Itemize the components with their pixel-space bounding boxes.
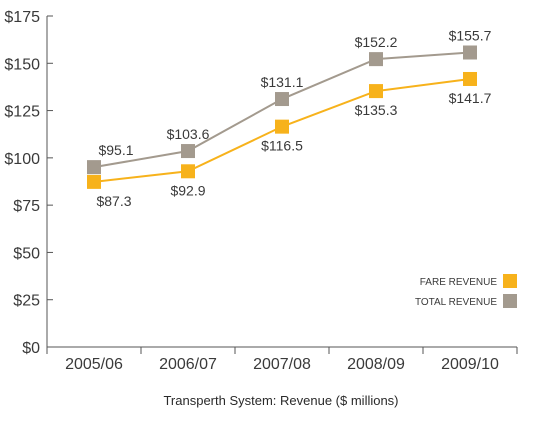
x-axis-ticks: 2005/06 2006/07 2007/08 2008/09 2009/10 bbox=[46, 347, 518, 373]
data-label: $141.7 bbox=[449, 90, 492, 106]
legend-swatch bbox=[503, 294, 517, 308]
legend: FARE REVENUE TOTAL REVENUE bbox=[415, 274, 517, 308]
legend-label: TOTAL REVENUE bbox=[415, 297, 497, 308]
data-label: $152.2 bbox=[355, 34, 398, 50]
x-tick-label: 2005/06 bbox=[65, 356, 123, 373]
x-tick-label: 2006/07 bbox=[159, 356, 217, 373]
y-tick-label: $75 bbox=[13, 198, 40, 215]
data-label: $135.3 bbox=[355, 102, 398, 118]
data-point-marker bbox=[275, 92, 289, 107]
data-label: $155.7 bbox=[449, 28, 492, 44]
data-point-marker bbox=[87, 174, 101, 189]
data-point-marker bbox=[369, 52, 383, 67]
y-tick-label: $0 bbox=[22, 340, 40, 357]
y-axis-ticks: $0 $25 $50 $75 $100 $125 $150 $175 bbox=[4, 9, 53, 357]
data-point-marker bbox=[181, 164, 195, 179]
chart-caption: Transperth System: Revenue ($ millions) bbox=[163, 393, 398, 408]
data-point-marker bbox=[463, 45, 477, 60]
series-layer bbox=[87, 45, 477, 189]
data-label: $87.3 bbox=[96, 193, 131, 209]
y-tick-label: $150 bbox=[4, 56, 40, 73]
x-tick-label: 2009/10 bbox=[441, 356, 499, 373]
x-tick-label: 2008/09 bbox=[347, 356, 405, 373]
data-label: $95.1 bbox=[98, 142, 133, 158]
y-tick-label: $25 bbox=[13, 293, 40, 310]
x-tick-label: 2007/08 bbox=[253, 356, 311, 373]
y-tick-label: $125 bbox=[4, 104, 40, 121]
data-point-marker bbox=[463, 71, 477, 86]
y-tick-label: $100 bbox=[4, 151, 40, 168]
data-point-marker bbox=[181, 144, 195, 159]
axes bbox=[46, 16, 517, 348]
data-label: $131.1 bbox=[261, 74, 304, 90]
data-label: $92.9 bbox=[170, 182, 205, 198]
y-tick-label: $175 bbox=[4, 9, 40, 26]
y-tick-label: $50 bbox=[13, 245, 40, 262]
data-point-marker bbox=[275, 119, 289, 134]
data-point-marker bbox=[87, 160, 101, 175]
data-point-marker bbox=[369, 84, 383, 99]
data-label: $103.6 bbox=[167, 126, 210, 142]
legend-swatch bbox=[503, 274, 517, 288]
data-label: $116.5 bbox=[261, 138, 303, 154]
data-labels: $87.3 $92.9 $116.5 $135.3 $141.7 $95.1 $103.6 $… bbox=[96, 28, 491, 209]
legend-label: FARE REVENUE bbox=[420, 277, 498, 288]
